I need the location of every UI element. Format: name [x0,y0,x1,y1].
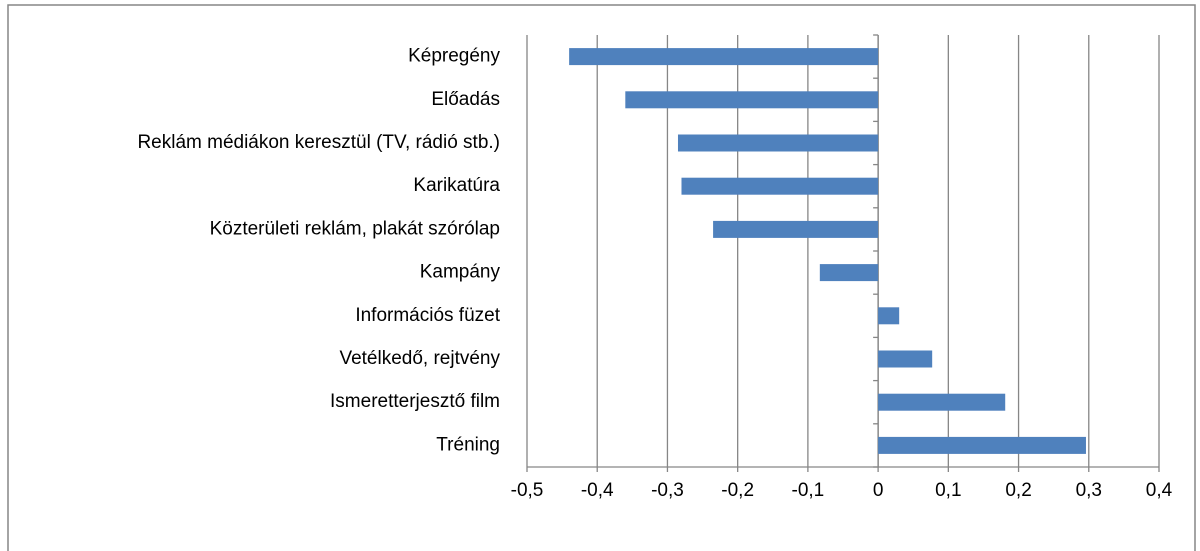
x-tick-label: -0,3 [651,480,684,501]
bar [569,48,879,66]
bar [819,264,879,282]
bar [677,134,879,152]
x-tick-label: -0,2 [721,480,754,501]
x-tick-label: 0,3 [1076,480,1102,501]
x-tick-label: 0 [873,480,884,501]
bar [625,91,879,109]
bar [878,350,933,368]
bar [878,307,900,325]
x-tick-label: 0,1 [935,480,961,501]
x-tick-label: -0,5 [511,480,544,501]
y-tick-label: Közterületi reklám, plakát szórólap [210,218,500,239]
y-tick-label: Karikatúra [413,175,500,196]
x-tick-label: -0,1 [792,480,825,501]
y-tick-label: Képregény [408,46,500,67]
y-tick-label: Információs füzet [355,305,500,326]
bar [681,177,879,195]
y-tick-label: Ismeretterjesztő film [330,391,500,412]
y-tick-label: Reklám médiákon keresztül (TV, rádió stb… [137,132,500,153]
chart-border [7,4,1196,551]
x-tick-label: 0,2 [1005,480,1031,501]
bar [878,393,1006,411]
bar [878,436,1086,454]
bar [713,220,879,238]
x-tick-label: 0,4 [1146,480,1173,501]
x-tick-label: -0,4 [581,480,614,501]
y-tick-label: Kampány [420,262,501,283]
y-tick-label: Előadás [431,89,500,110]
y-tick-label: Tréning [436,434,500,455]
y-tick-label: Vetélkedő, rejtvény [339,348,500,369]
